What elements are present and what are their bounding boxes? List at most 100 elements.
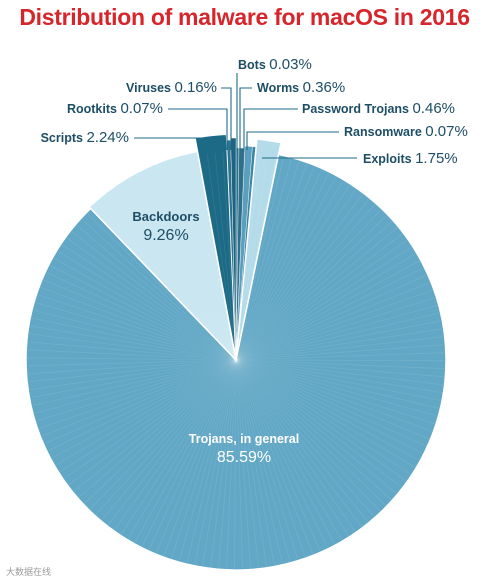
texture-ray — [101, 359, 237, 520]
texture-ray — [235, 181, 343, 361]
slice-value-viruses: 0.16% — [174, 79, 217, 96]
texture-ray — [235, 359, 251, 568]
texture-ray — [167, 163, 237, 361]
texture-ray — [235, 253, 416, 361]
slice-value-trojans-in-general: 85.59% — [217, 449, 271, 466]
texture-ray — [28, 349, 237, 361]
texture-ray — [210, 359, 237, 567]
texture-ray — [183, 158, 237, 361]
texture-ray — [40, 287, 237, 361]
texture-ray — [124, 183, 237, 361]
texture-ray — [235, 359, 267, 566]
texture-ray — [105, 197, 237, 361]
leader-line-scripts — [134, 137, 221, 146]
texture-ray — [171, 359, 237, 558]
texture-ray — [235, 359, 386, 506]
texture-ray — [235, 177, 336, 361]
texture-ray — [64, 359, 237, 479]
texture-ray — [235, 359, 275, 565]
texture-ray — [149, 359, 237, 550]
texture-ray — [235, 227, 397, 361]
chart-title: Distribution of malware for macOS in 201… — [19, 4, 470, 30]
leader-line-viruses — [221, 87, 232, 150]
slice-name-password-trojans: Password Trojans — [302, 102, 412, 116]
texture-ray — [222, 152, 237, 361]
slice-label-scripts: Scripts 2.24% — [41, 129, 129, 146]
texture-ray — [235, 267, 423, 361]
texture-ray — [145, 172, 237, 361]
pie-slices — [25, 133, 447, 571]
texture-ray — [42, 359, 237, 437]
texture-ray — [32, 359, 237, 406]
texture-ray — [28, 359, 237, 375]
texture-ray — [235, 297, 435, 361]
texture-ray — [235, 359, 259, 567]
slice-name-viruses: Viruses — [126, 81, 174, 95]
texture-ray — [58, 251, 237, 361]
texture-ray — [54, 258, 237, 361]
texture-ray — [235, 215, 387, 361]
texture-ray — [235, 194, 363, 361]
texture-ray — [235, 161, 300, 361]
texture-ray — [235, 359, 406, 481]
texture-ray — [62, 244, 237, 361]
texture-ray — [134, 359, 237, 543]
leader-line-worms — [239, 87, 252, 150]
texture-ray — [235, 344, 444, 361]
texture-ray — [114, 359, 237, 530]
texture-ray — [235, 359, 419, 461]
texture-ray — [35, 302, 237, 361]
leader-line-ransomware — [246, 131, 339, 150]
texture-ray — [235, 359, 391, 500]
texture-ray — [214, 153, 237, 361]
texture-ray — [235, 152, 245, 361]
pie-slice-trojans-in-general — [25, 153, 447, 571]
slice-name-ransomware: Ransomware — [344, 125, 425, 139]
slice-value-scripts: 2.24% — [86, 129, 129, 146]
texture-ray — [235, 359, 435, 424]
texture-ray — [111, 192, 237, 361]
slice-name-bots: Bots — [238, 58, 269, 72]
texture-ray — [235, 359, 368, 522]
texture-ray — [235, 260, 420, 361]
texture-ray — [235, 359, 445, 362]
slice-labels: Bots 0.03% Worms 0.36% Password Trojans 0.… — [41, 56, 468, 466]
slice-value-ransomware: 0.07% — [425, 123, 468, 140]
texture-ray — [82, 219, 237, 361]
texture-ray — [206, 153, 237, 361]
texture-ray — [235, 328, 442, 361]
texture-ray — [235, 359, 423, 454]
texture-ray — [235, 359, 313, 554]
texture-ray — [235, 359, 444, 370]
slice-label-viruses: Viruses 0.16% — [126, 79, 217, 96]
texture-ray — [79, 359, 237, 498]
texture-ray — [235, 233, 402, 361]
texture-ray — [175, 160, 237, 361]
texture-ray — [36, 359, 237, 422]
texture-ray — [235, 359, 441, 401]
texture-ray — [235, 359, 362, 527]
texture-ray — [226, 359, 237, 568]
texture-ray — [76, 225, 237, 361]
slice-label-worms: Worms 0.36% — [257, 79, 345, 96]
texture-ray — [235, 199, 369, 361]
slice-value-worms: 0.36% — [303, 79, 346, 96]
texture-ray — [235, 359, 342, 540]
slice-name-worms: Worms — [257, 81, 303, 95]
texture-ray — [235, 359, 321, 551]
texture-ray — [118, 188, 237, 361]
texture-ray — [179, 359, 237, 561]
texture-ray — [235, 359, 306, 557]
texture-ray — [160, 165, 237, 361]
texture-ray — [33, 310, 237, 361]
texture-ray — [30, 325, 237, 361]
slice-value-bots: 0.03% — [269, 56, 312, 73]
texture-ray — [127, 359, 237, 539]
slice-name-trojans-in-general: Trojans, in general — [189, 432, 299, 446]
texture-ray — [235, 359, 397, 494]
texture-ray — [235, 153, 261, 361]
texture-ray — [235, 359, 426, 447]
texture-ray — [235, 154, 269, 361]
texture-ray — [235, 320, 441, 361]
texture-ray — [50, 265, 237, 361]
